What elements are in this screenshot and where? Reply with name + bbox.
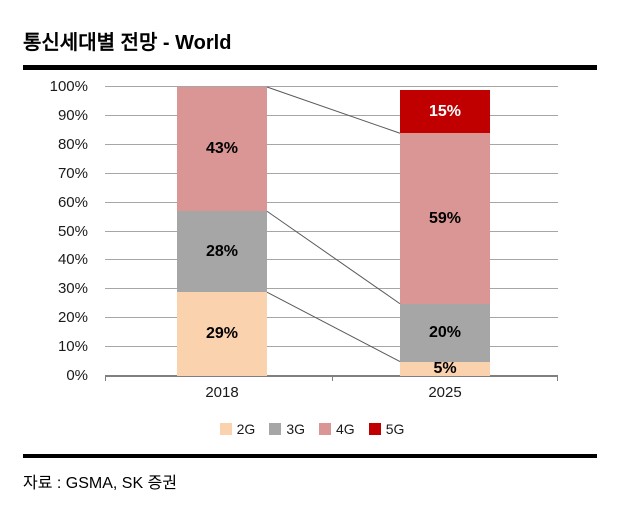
data-label: 5% xyxy=(433,359,457,377)
bar-2018: 29% 28% 43% xyxy=(177,87,267,376)
y-axis-labels: 0% 10% 20% 30% 40% 50% 60% 70% 80% 90% 100% xyxy=(30,79,96,384)
series-connector-lines xyxy=(266,86,401,362)
x-axis-tick xyxy=(557,376,558,381)
gridline xyxy=(105,346,558,348)
x-axis-tick xyxy=(105,376,106,381)
data-label: 59% xyxy=(428,209,462,227)
y-tick-label: 100% xyxy=(49,78,88,95)
bar-segment-2g-2018: 29% xyxy=(177,292,267,376)
y-tick-label: 30% xyxy=(57,280,88,298)
legend-label: 2G xyxy=(236,421,256,437)
gridline xyxy=(105,114,558,116)
legend-swatch-icon xyxy=(319,423,331,435)
plot-area: 29% 28% 43% 5% 20% 59% 15% 2018 2025 xyxy=(105,86,558,401)
data-label: 15% xyxy=(428,102,462,120)
y-tick-label: 20% xyxy=(57,309,88,327)
gridline xyxy=(105,230,558,232)
legend-item-4g: 4G xyxy=(319,421,355,437)
legend-label: 4G xyxy=(336,421,355,437)
bar-segment-4g-2018: 43% xyxy=(177,87,267,212)
bar-segment-4g-2025: 59% xyxy=(400,133,490,304)
data-label: 28% xyxy=(205,242,239,260)
y-tick-label: 60% xyxy=(57,193,88,211)
data-label: 43% xyxy=(205,140,239,158)
bar-segment-2g-2025: 5% xyxy=(400,359,490,377)
gridline xyxy=(105,86,558,87)
bar-segment-3g-2025: 20% xyxy=(400,303,490,362)
y-tick-label: 70% xyxy=(57,164,88,182)
legend-swatch-icon xyxy=(368,423,381,435)
x-axis-tick xyxy=(331,376,333,381)
source-note: 자료 : GSMA, SK 증권 xyxy=(23,475,178,492)
series-line-4g xyxy=(266,86,401,134)
data-label: 20% xyxy=(428,323,462,341)
y-tick-label: 50% xyxy=(57,222,88,240)
legend-item-2g: 2G xyxy=(219,421,256,437)
y-tick-label: 80% xyxy=(57,135,88,153)
legend-item-5g: 5G xyxy=(368,421,405,437)
chart-legend: 2G 3G 4G 5G xyxy=(0,421,624,437)
legend-label: 3G xyxy=(286,421,305,437)
legend-label: 5G xyxy=(385,421,405,437)
x-tick-label: 2025 xyxy=(428,384,462,401)
legend-swatch-icon xyxy=(219,423,232,435)
title-divider xyxy=(23,65,597,70)
data-label: 29% xyxy=(205,325,239,343)
gridline xyxy=(105,172,558,174)
y-tick-label: 90% xyxy=(57,106,88,124)
y-tick-label: 40% xyxy=(57,251,88,269)
x-tick-label: 2018 xyxy=(205,384,239,401)
gridline xyxy=(105,317,558,319)
footer-divider xyxy=(23,454,597,458)
gridline xyxy=(105,201,558,203)
bar-segment-5g-2025: 15% xyxy=(400,89,490,134)
y-tick-label: 10% xyxy=(57,338,88,356)
gridline xyxy=(105,288,558,290)
page-title: 통신세대별 전망 - World xyxy=(23,32,232,54)
bar-segment-3g-2018: 28% xyxy=(177,211,267,293)
y-tick-label: 0% xyxy=(66,367,88,384)
gridline xyxy=(105,259,558,261)
series-line-3g xyxy=(266,210,401,305)
series-line-2g xyxy=(266,291,401,362)
gridline xyxy=(105,143,558,145)
legend-item-3g: 3G xyxy=(269,421,305,437)
bar-2025: 5% 20% 59% 15% xyxy=(400,89,490,377)
legend-swatch-icon xyxy=(269,423,282,435)
